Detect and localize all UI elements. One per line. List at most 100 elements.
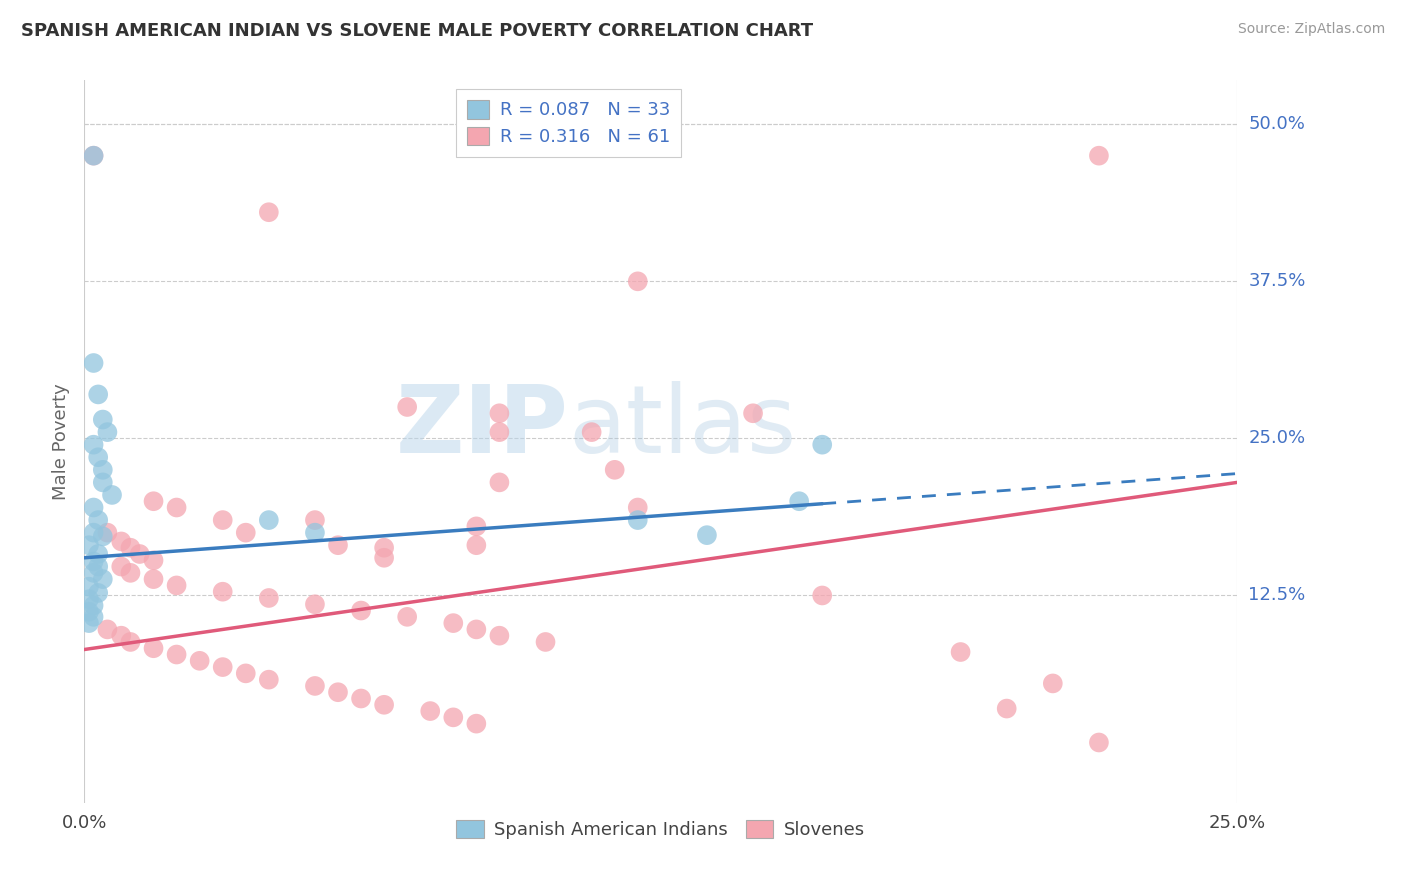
Point — [949, 645, 972, 659]
Point — [304, 597, 326, 611]
Point — [304, 513, 326, 527]
Point — [235, 666, 257, 681]
Point — [77, 592, 100, 607]
Point — [211, 660, 233, 674]
Point — [627, 500, 650, 515]
Point — [373, 550, 395, 565]
Point — [83, 149, 105, 163]
Point — [396, 400, 419, 414]
Point — [77, 605, 100, 619]
Point — [465, 519, 488, 533]
Point — [87, 513, 110, 527]
Point — [534, 635, 557, 649]
Point — [373, 698, 395, 712]
Point — [787, 494, 810, 508]
Text: 25.0%: 25.0% — [1249, 429, 1306, 448]
Point — [142, 572, 165, 586]
Point — [396, 610, 419, 624]
Point — [581, 425, 603, 439]
Point — [465, 716, 488, 731]
Point — [441, 710, 464, 724]
Point — [304, 525, 326, 540]
Point — [87, 450, 110, 465]
Point — [627, 274, 650, 288]
Point — [603, 463, 626, 477]
Point — [91, 475, 114, 490]
Point — [87, 559, 110, 574]
Point — [441, 616, 464, 631]
Legend: R = 0.087   N = 33, R = 0.316   N = 61: R = 0.087 N = 33, R = 0.316 N = 61 — [457, 89, 681, 157]
Point — [110, 534, 132, 549]
Point — [87, 547, 110, 561]
Point — [419, 704, 441, 718]
Y-axis label: Male Poverty: Male Poverty — [52, 384, 70, 500]
Point — [326, 538, 349, 552]
Point — [488, 629, 510, 643]
Point — [120, 635, 142, 649]
Point — [91, 463, 114, 477]
Point — [257, 673, 280, 687]
Point — [166, 578, 188, 592]
Point — [142, 641, 165, 656]
Point — [742, 406, 765, 420]
Point — [83, 149, 105, 163]
Text: 37.5%: 37.5% — [1249, 272, 1306, 290]
Point — [83, 599, 105, 613]
Point — [142, 553, 165, 567]
Point — [83, 438, 105, 452]
Point — [87, 387, 110, 401]
Point — [96, 525, 118, 540]
Point — [120, 566, 142, 580]
Point — [77, 616, 100, 631]
Point — [142, 494, 165, 508]
Point — [128, 547, 150, 561]
Point — [257, 591, 280, 605]
Point — [96, 623, 118, 637]
Point — [350, 691, 373, 706]
Point — [1042, 676, 1064, 690]
Point — [211, 584, 233, 599]
Point — [83, 525, 105, 540]
Point — [488, 475, 510, 490]
Point — [257, 205, 280, 219]
Point — [235, 525, 257, 540]
Point — [995, 701, 1018, 715]
Text: SPANISH AMERICAN INDIAN VS SLOVENE MALE POVERTY CORRELATION CHART: SPANISH AMERICAN INDIAN VS SLOVENE MALE … — [21, 22, 813, 40]
Point — [166, 648, 188, 662]
Point — [83, 356, 105, 370]
Point — [87, 586, 110, 600]
Point — [83, 555, 105, 569]
Point — [488, 425, 510, 439]
Point — [83, 500, 105, 515]
Text: Source: ZipAtlas.com: Source: ZipAtlas.com — [1237, 22, 1385, 37]
Point — [488, 406, 510, 420]
Point — [166, 500, 188, 515]
Point — [83, 566, 105, 580]
Point — [627, 513, 650, 527]
Point — [465, 623, 488, 637]
Point — [91, 529, 114, 543]
Point — [211, 513, 233, 527]
Point — [120, 541, 142, 555]
Text: ZIP: ZIP — [395, 381, 568, 473]
Point — [811, 438, 834, 452]
Point — [696, 528, 718, 542]
Text: 50.0%: 50.0% — [1249, 115, 1305, 133]
Point — [110, 629, 132, 643]
Point — [465, 538, 488, 552]
Point — [91, 572, 114, 586]
Point — [304, 679, 326, 693]
Text: 12.5%: 12.5% — [1249, 586, 1306, 605]
Point — [96, 425, 118, 439]
Point — [257, 513, 280, 527]
Point — [101, 488, 124, 502]
Point — [373, 541, 395, 555]
Point — [110, 559, 132, 574]
Point — [326, 685, 349, 699]
Point — [1088, 735, 1111, 749]
Point — [91, 412, 114, 426]
Text: atlas: atlas — [568, 381, 797, 473]
Point — [83, 610, 105, 624]
Point — [811, 589, 834, 603]
Point — [350, 603, 373, 617]
